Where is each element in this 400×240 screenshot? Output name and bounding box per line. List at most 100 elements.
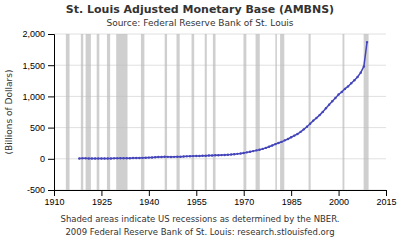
x-tick-mark [291, 190, 292, 196]
point [214, 154, 216, 156]
point [315, 117, 317, 119]
recession-band [192, 34, 195, 190]
point [296, 133, 298, 135]
y-tick: -500 [27, 185, 54, 195]
recession-band [309, 34, 311, 190]
point [284, 139, 286, 141]
point [138, 157, 140, 159]
point [163, 156, 165, 158]
point [309, 123, 311, 125]
point [192, 155, 194, 157]
point [350, 82, 352, 84]
point [94, 157, 96, 159]
x-tick-label: 1925 [92, 197, 112, 207]
point [331, 100, 333, 102]
point [220, 154, 222, 156]
point [344, 88, 346, 90]
point [88, 157, 90, 159]
y-tick-label: -500 [27, 185, 45, 195]
point [360, 71, 362, 73]
y-tick-label: 500 [30, 123, 45, 133]
point [249, 151, 251, 153]
point [81, 157, 83, 159]
annotation: 2009 Federal Reserve Bank of St. Louis: … [65, 227, 334, 237]
point [236, 153, 238, 155]
point [144, 157, 146, 159]
point [91, 157, 93, 159]
line [79, 42, 367, 158]
point [246, 151, 248, 153]
point [129, 157, 131, 159]
point [208, 154, 210, 156]
y-tick-label: 0 [40, 154, 45, 164]
recession-band [107, 34, 110, 190]
point [271, 144, 273, 146]
point [230, 153, 232, 155]
point [182, 155, 184, 157]
point [290, 136, 292, 138]
x-tick-label: 2015 [376, 197, 396, 207]
point [100, 157, 102, 159]
point [160, 156, 162, 158]
point [141, 157, 143, 159]
point [258, 149, 260, 151]
y-tick: 1,000 [22, 92, 54, 102]
y-tick: 500 [30, 123, 54, 133]
x-tick-mark [149, 190, 150, 196]
point [151, 156, 153, 158]
point [173, 156, 175, 158]
x-tick-mark [101, 190, 102, 196]
recession-band [81, 34, 83, 190]
point [341, 91, 343, 93]
x-tick: 1985 [282, 190, 302, 207]
recession-band [205, 34, 207, 190]
point [135, 157, 137, 159]
x-tick-label: 1970 [234, 197, 254, 207]
x-tick-mark [244, 190, 245, 196]
y-tick-mark [48, 96, 54, 97]
x-tick: 2000 [329, 190, 349, 207]
point [132, 157, 134, 159]
x-tick-label: 1910 [44, 197, 64, 207]
recession-band [280, 34, 284, 190]
point [119, 157, 121, 159]
point [255, 149, 257, 151]
point [274, 143, 276, 145]
x-tick: 1940 [139, 190, 159, 207]
x-tick: 2015 [376, 190, 396, 207]
point [322, 111, 324, 113]
y-axis: -50005001,0001,5002,000 [22, 29, 54, 195]
recession-band [256, 34, 260, 190]
recession-band [213, 34, 216, 190]
title: St. Louis Adjusted Monetary Base (AMBNS) [66, 3, 334, 16]
point [110, 157, 112, 159]
x-tick-mark [339, 190, 340, 196]
point [227, 154, 229, 156]
point [122, 157, 124, 159]
point [261, 148, 263, 150]
point [84, 157, 86, 159]
point [287, 138, 289, 140]
point [186, 155, 188, 157]
point [334, 97, 336, 99]
x-tick-label: 1955 [187, 197, 207, 207]
y-tick-label: 1,000 [22, 92, 45, 102]
point [347, 85, 349, 87]
recession-band [243, 34, 246, 190]
grid-line [54, 65, 386, 66]
x-tick-label: 1940 [139, 197, 159, 207]
y-axis-line [48, 35, 55, 191]
point [179, 155, 181, 157]
chart: St. Louis Adjusted Monetary Base (AMBNS)… [0, 0, 400, 240]
x-tick: 1970 [234, 190, 254, 207]
recession-band [343, 34, 345, 190]
point [103, 157, 105, 159]
point [217, 154, 219, 156]
point [252, 150, 254, 152]
point [170, 156, 172, 158]
y-axis-title: (Billions of Dollars) [4, 70, 14, 155]
point [167, 156, 169, 158]
recession-band [116, 34, 127, 190]
point [148, 156, 150, 158]
y-tick: 2,000 [22, 29, 54, 39]
